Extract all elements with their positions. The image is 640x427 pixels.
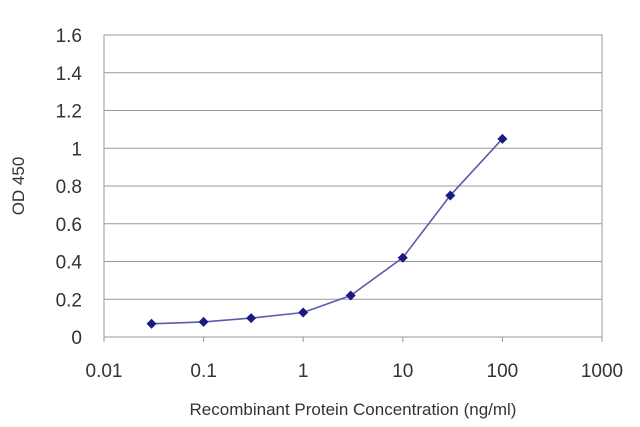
y-tick-label: 0.4 [56, 253, 83, 274]
y-tick-label: 1 [71, 139, 82, 160]
data-point [497, 133, 508, 144]
x-tick-label: 1 [298, 361, 309, 382]
data-point [445, 190, 456, 201]
y-tick-label: 1.2 [56, 102, 82, 123]
x-tick-label: 10 [392, 361, 413, 382]
y-tick-label: 1.4 [56, 64, 83, 85]
series-line [151, 138, 503, 325]
data-point [146, 318, 157, 329]
x-axis-title: Recombinant Protein Concentration (ng/ml… [190, 400, 517, 419]
y-tick-label: 0 [71, 328, 82, 349]
data-point [298, 307, 309, 318]
x-tick-label: 0.1 [190, 361, 216, 382]
data-point [345, 290, 356, 301]
x-tick-label: 0.01 [86, 361, 123, 382]
y-tick-label: 0.6 [56, 215, 82, 236]
data-point [198, 316, 209, 327]
y-tick-label: 0.8 [56, 177, 82, 198]
grid-lines [104, 72, 602, 300]
plot-frame [103, 34, 603, 338]
y-tick-label: 1.6 [56, 26, 82, 47]
x-axis: 0.01 0.1 1 10 100 1000 [86, 337, 623, 382]
y-axis: 0 0.2 0.4 0.6 0.8 1 1.2 1.4 1.6 [56, 26, 83, 349]
x-tick-label: 100 [487, 361, 519, 382]
data-point [246, 313, 257, 324]
y-tick-label: 0.2 [56, 290, 82, 311]
data-series [146, 133, 508, 329]
y-axis-title: OD 450 [9, 157, 28, 216]
data-point [397, 252, 408, 263]
x-tick-label: 1000 [581, 361, 623, 382]
